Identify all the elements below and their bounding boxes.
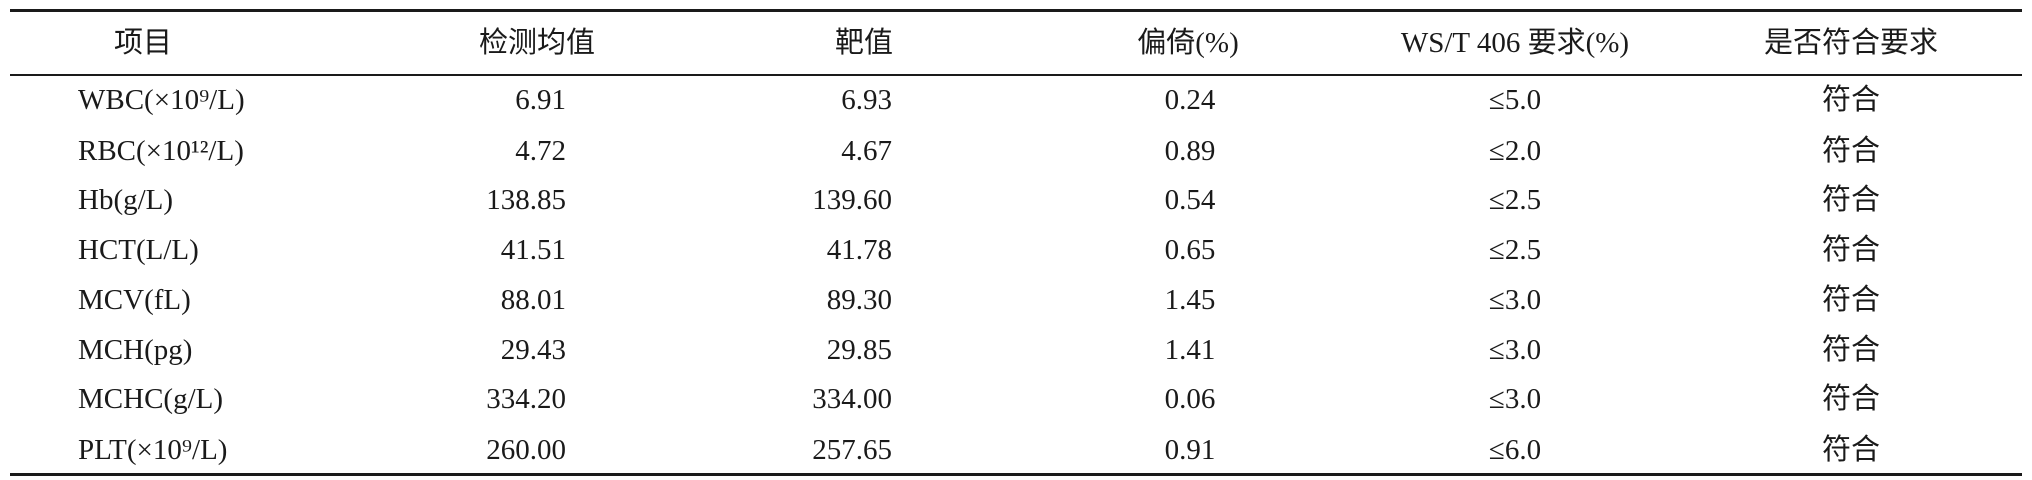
table-cell: 符合 xyxy=(1821,383,1880,415)
table-cell: ≤3.0 xyxy=(1488,334,1542,366)
header-cell: 是否符合要求 xyxy=(1763,27,1938,59)
table-cell: 89.30 xyxy=(826,284,892,316)
table-cell: 0.89 xyxy=(1164,135,1216,167)
table-cell: 4.67 xyxy=(841,135,892,167)
table-cell: 0.91 xyxy=(1164,434,1216,466)
table-cell: 1.41 xyxy=(1164,334,1216,366)
header-cell: 项目 xyxy=(113,27,172,59)
table-cell: 4.72 xyxy=(515,135,566,167)
table-cell: 符合 xyxy=(1821,284,1880,316)
table-cell: MCH(pg) xyxy=(78,334,193,366)
table-cell: 0.65 xyxy=(1164,234,1216,266)
table-cell: 88.01 xyxy=(500,284,566,316)
table-cell: 符合 xyxy=(1821,135,1880,167)
header-cell: 检测均值 xyxy=(478,27,595,59)
table-cell: 符合 xyxy=(1821,84,1880,116)
table-cell: 符合 xyxy=(1821,434,1880,466)
table-cell: ≤2.0 xyxy=(1488,135,1542,167)
table-cell: 6.93 xyxy=(841,84,892,116)
table-cell: ≤3.0 xyxy=(1488,383,1542,415)
header-cell: 靶值 xyxy=(834,27,893,59)
table-cell: Hb(g/L) xyxy=(78,184,174,216)
top-rule xyxy=(10,9,2022,12)
table-cell: 41.51 xyxy=(500,234,566,266)
table-cell: HCT(L/L) xyxy=(78,234,199,266)
table-cell: 41.78 xyxy=(826,234,892,266)
table-cell: 符合 xyxy=(1821,334,1880,366)
table-cell: 0.06 xyxy=(1164,383,1216,415)
table-cell: 334.20 xyxy=(486,383,566,415)
table-cell: 1.45 xyxy=(1164,284,1216,316)
table-cell: 0.24 xyxy=(1164,84,1216,116)
header-cell: WS/T 406 要求(%) xyxy=(1400,27,1630,59)
table-cell: 138.85 xyxy=(486,184,566,216)
header-cell: 偏倚(%) xyxy=(1137,27,1239,59)
table-cell: MCHC(g/L) xyxy=(78,383,223,415)
header-rule xyxy=(10,74,2022,76)
table-cell: 符合 xyxy=(1821,184,1880,216)
bottom-rule xyxy=(10,473,2022,476)
table-cell: ≤2.5 xyxy=(1488,184,1542,216)
table-cell: 257.65 xyxy=(812,434,892,466)
table-cell: 334.00 xyxy=(812,383,892,415)
table-cell: 6.91 xyxy=(515,84,566,116)
table-cell: ≤6.0 xyxy=(1488,434,1542,466)
table-cell: 符合 xyxy=(1821,234,1880,266)
table-cell: 260.00 xyxy=(486,434,566,466)
table-cell: ≤3.0 xyxy=(1488,284,1542,316)
table-cell: 139.60 xyxy=(812,184,892,216)
table-cell: ≤5.0 xyxy=(1488,84,1542,116)
table-cell: PLT(×10⁹/L) xyxy=(78,434,228,466)
table-cell: 0.54 xyxy=(1164,184,1216,216)
table-cell: RBC(×10¹²/L) xyxy=(78,135,244,167)
table-cell: 29.43 xyxy=(500,334,566,366)
table-cell: 29.85 xyxy=(826,334,892,366)
table-cell: WBC(×10⁹/L) xyxy=(78,84,245,116)
table-cell: ≤2.5 xyxy=(1488,234,1542,266)
table-cell: MCV(fL) xyxy=(78,284,191,316)
